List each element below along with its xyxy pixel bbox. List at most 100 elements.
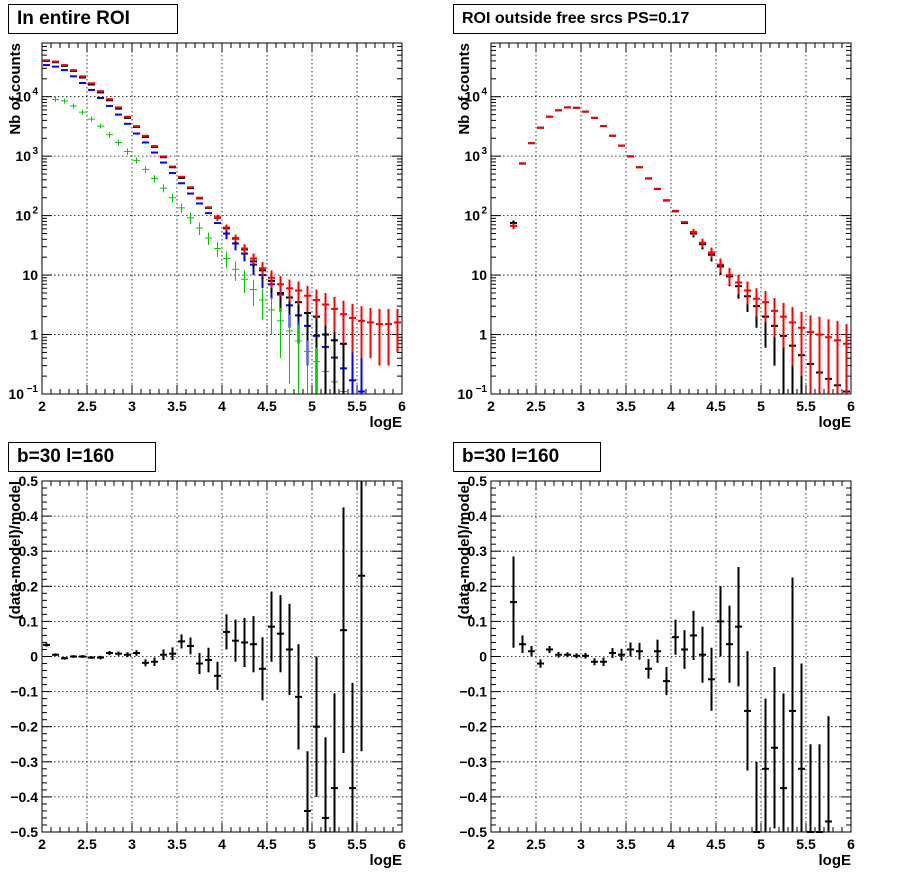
data-point bbox=[708, 647, 715, 711]
y-tick-exponent: 4 bbox=[32, 87, 38, 98]
y-tick-label: 0.1 bbox=[19, 613, 39, 629]
data-point bbox=[789, 577, 796, 832]
y-tick-label: 1 bbox=[479, 327, 487, 343]
data-point bbox=[582, 652, 589, 659]
y-tick-exponent: −1 bbox=[27, 384, 39, 395]
data-point bbox=[187, 212, 194, 225]
y-tick-label: −0.5 bbox=[10, 824, 38, 840]
x-tick-label: 2 bbox=[38, 836, 46, 852]
y-tick-label: 0 bbox=[30, 649, 38, 665]
x-tick-label: 6 bbox=[847, 398, 855, 414]
chart-panel-top-left: 2 2.5 3 3.5 4 4.5 5 5.5 6 10 −1 1 10 10 2 10 3 10 4 logE Nb … bbox=[0, 0, 449, 438]
y-tick-exponent: 3 bbox=[481, 146, 487, 157]
data-point bbox=[636, 642, 643, 660]
data-point bbox=[79, 109, 86, 115]
data-point bbox=[313, 289, 320, 318]
data-point bbox=[295, 281, 302, 305]
data-point bbox=[340, 507, 347, 754]
data-point bbox=[834, 320, 841, 394]
data-point bbox=[717, 586, 724, 657]
y-tick-label: −0.2 bbox=[10, 719, 38, 735]
data-point bbox=[133, 157, 140, 164]
data-point bbox=[142, 166, 149, 174]
data-point bbox=[205, 232, 212, 246]
y-tick-label: 10 bbox=[22, 267, 38, 283]
data-point bbox=[528, 645, 535, 657]
data-point bbox=[70, 655, 77, 658]
data-point bbox=[295, 324, 302, 394]
x-tick-label: 2 bbox=[487, 836, 495, 852]
data-point bbox=[358, 306, 365, 359]
data-point bbox=[313, 656, 320, 797]
data-point bbox=[169, 193, 176, 203]
data-point bbox=[313, 340, 320, 394]
data-point bbox=[726, 605, 733, 683]
y-tick-exponent: 2 bbox=[481, 206, 487, 217]
data-point bbox=[672, 619, 679, 655]
data-point bbox=[304, 331, 311, 394]
data-point bbox=[798, 663, 805, 832]
y-tick-label: −0.5 bbox=[459, 824, 487, 840]
x-axis-label: logE bbox=[370, 414, 403, 431]
data-point bbox=[600, 657, 607, 666]
data-point bbox=[214, 242, 221, 258]
data-point bbox=[142, 659, 149, 667]
data-series bbox=[510, 106, 850, 394]
data-point bbox=[349, 303, 356, 353]
data-point bbox=[97, 123, 104, 129]
x-tick-label: 3 bbox=[577, 398, 585, 414]
y-axis-label: (data-model)/model bbox=[456, 481, 473, 619]
data-point bbox=[277, 595, 284, 673]
data-point bbox=[268, 270, 275, 289]
data-point bbox=[780, 693, 787, 832]
data-point bbox=[367, 307, 374, 359]
data-point bbox=[358, 481, 365, 752]
data-point bbox=[124, 652, 131, 658]
data-point bbox=[61, 656, 68, 660]
data-point bbox=[699, 626, 706, 683]
data-point bbox=[735, 566, 742, 687]
data-point bbox=[591, 658, 598, 666]
y-tick-label: −0.1 bbox=[459, 684, 487, 700]
y-tick-label: 1 bbox=[30, 327, 38, 343]
data-point bbox=[771, 298, 778, 338]
chart-title: b=30 l=160 bbox=[453, 442, 601, 472]
data-point bbox=[519, 635, 526, 653]
data-point bbox=[753, 288, 760, 317]
data-point bbox=[151, 657, 158, 666]
data-point bbox=[798, 311, 805, 377]
data-point bbox=[250, 279, 257, 307]
plot-frame bbox=[490, 42, 852, 395]
y-tick-label: 0.4 bbox=[19, 508, 39, 524]
x-tick-label: 4.5 bbox=[257, 836, 277, 852]
data-point bbox=[43, 643, 50, 647]
data-point bbox=[286, 279, 293, 302]
data-point bbox=[187, 637, 194, 655]
data-point bbox=[394, 308, 401, 353]
x-tick-label: 6 bbox=[847, 836, 855, 852]
data-point bbox=[52, 96, 59, 103]
data-point bbox=[789, 307, 796, 366]
data-point bbox=[843, 324, 850, 394]
y-tick-exponent: 2 bbox=[32, 206, 38, 217]
y-tick-label: 10 bbox=[15, 208, 31, 224]
data-point bbox=[295, 644, 302, 750]
data-point bbox=[214, 214, 221, 221]
data-point bbox=[169, 647, 176, 661]
x-tick-label: 5 bbox=[757, 398, 765, 414]
data-point bbox=[277, 306, 284, 359]
data-point bbox=[178, 203, 185, 214]
x-axis-label: logE bbox=[819, 414, 852, 431]
data-point bbox=[304, 751, 311, 832]
x-tick-label: 5 bbox=[308, 398, 316, 414]
data-point bbox=[627, 642, 634, 657]
data-point bbox=[232, 234, 239, 243]
data-point bbox=[250, 616, 257, 673]
x-tick-label: 6 bbox=[398, 398, 406, 414]
y-tick-label: 0.5 bbox=[468, 473, 488, 489]
x-tick-label: 3 bbox=[128, 398, 136, 414]
data-point bbox=[385, 308, 392, 366]
data-point bbox=[160, 184, 167, 193]
y-tick-label: −0.3 bbox=[459, 754, 487, 770]
